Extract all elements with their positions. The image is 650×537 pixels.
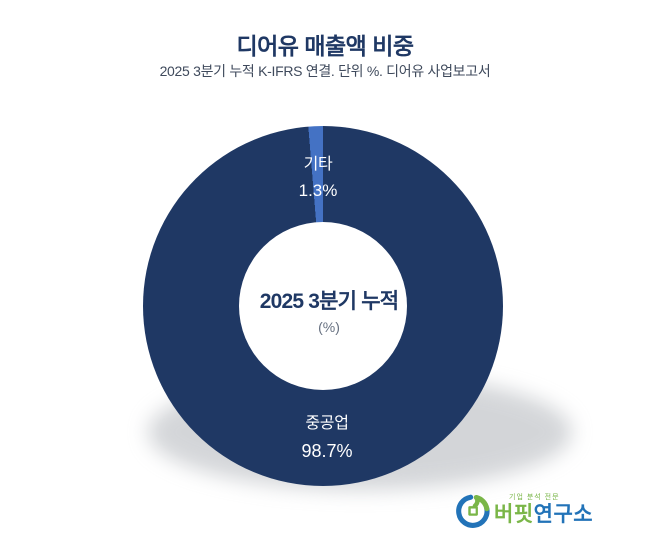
slice-name-etc: 기타: [303, 156, 333, 173]
logo-name-part2: 연구소: [533, 503, 594, 526]
buffett-logo-icon: [456, 494, 490, 528]
slice-name-heavy-industry: 중공업: [305, 415, 349, 432]
logo-name-part1: 버핏: [494, 503, 534, 526]
donut-hole: [239, 222, 407, 390]
logo-tagline: 기업 분석 전문: [509, 494, 560, 501]
logo-name: 버핏연구소: [494, 498, 593, 528]
donut-chart: [143, 126, 503, 486]
slice-label-etc: 기타 1.3%: [299, 150, 338, 201]
chart-title: 디어유 매출액 비중: [236, 33, 414, 59]
chart-subtitle: 2025 3분기 누적 K-IFRS 연결. 단위 %. 디어유 사업보고서: [159, 63, 491, 79]
center-label-unit: (%): [318, 319, 340, 335]
donut-center-label: 2025 3분기 누적 (%): [260, 285, 399, 335]
slice-label-heavy-industry: 중공업 98.7%: [301, 409, 352, 462]
center-label-text: 2025 3분기 누적: [259, 290, 399, 313]
buffett-lab-logo: 기업 분석 전문 버핏연구소: [456, 492, 626, 532]
slice-value-etc: 1.3%: [298, 181, 338, 200]
slice-value-heavy-industry: 98.7%: [301, 441, 353, 461]
